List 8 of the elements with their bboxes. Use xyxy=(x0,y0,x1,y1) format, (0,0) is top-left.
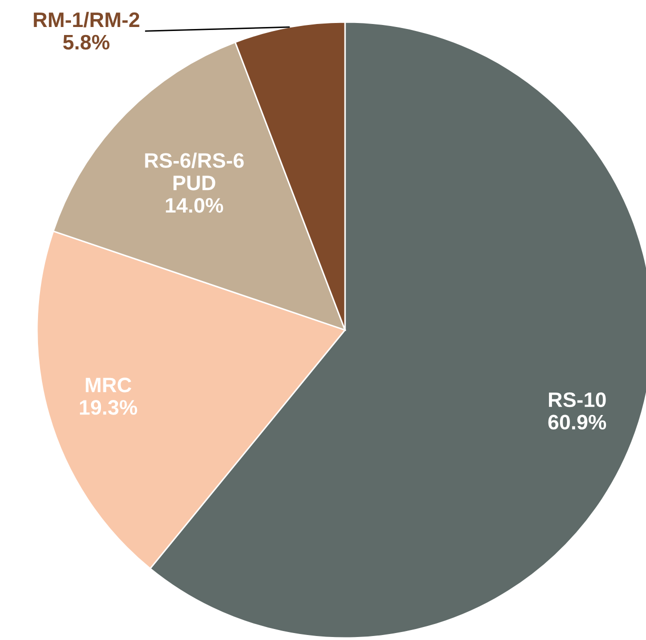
slice-label: MRC xyxy=(86,378,132,392)
data-label: 60.9% xyxy=(548,414,606,430)
data-label: 14.0% xyxy=(166,198,224,213)
slice-label: RS-6/RS-6 PUD xyxy=(145,152,244,190)
slice-label: RM-1/RM-2 xyxy=(34,12,140,28)
slice-label: RS-10 xyxy=(548,392,606,408)
data-label: 19.3% xyxy=(80,400,138,415)
data-label: 5.8% xyxy=(63,34,110,50)
